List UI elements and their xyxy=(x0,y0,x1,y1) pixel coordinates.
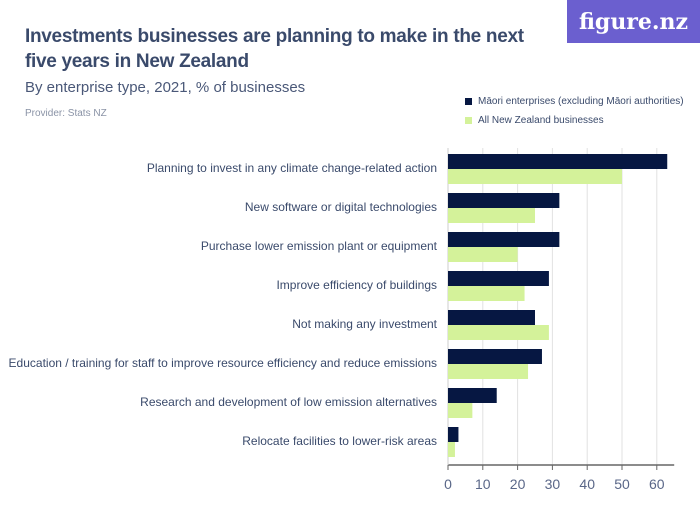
category-label: Not making any investment xyxy=(292,317,437,331)
bar-all-nz xyxy=(448,208,535,223)
bar-all-nz xyxy=(448,364,529,379)
bar-all-nz xyxy=(448,247,518,262)
category-label: Research and development of low emission… xyxy=(140,395,437,409)
bar-all-nz xyxy=(448,442,455,457)
bar-all-nz xyxy=(448,286,525,301)
category-label: Purchase lower emission plant or equipme… xyxy=(201,239,438,253)
x-tick-label: 10 xyxy=(475,476,491,492)
x-tick-label: 50 xyxy=(614,476,630,492)
legend-item-all-nz: All New Zealand businesses xyxy=(465,115,604,126)
figure-nz-logo[interactable]: figure.nz xyxy=(567,0,700,43)
chart-subtitle: By enterprise type, 2021, % of businesse… xyxy=(25,79,306,96)
bar-maori xyxy=(448,427,459,442)
bar-maori xyxy=(448,271,549,286)
chart-title: Investments businesses are planning to m… xyxy=(25,26,524,72)
bar-maori xyxy=(448,349,542,364)
legend-label: All New Zealand businesses xyxy=(478,115,604,126)
x-tick-label: 60 xyxy=(649,476,665,492)
legend-label: Māori enterprises (excluding Māori autho… xyxy=(478,96,684,107)
category-label: Education / training for staff to improv… xyxy=(9,356,437,370)
provider-label: Provider: Stats NZ xyxy=(25,108,107,119)
legend-swatch xyxy=(465,117,472,124)
bar-all-nz xyxy=(448,325,549,340)
category-label: New software or digital technologies xyxy=(245,200,437,214)
x-tick-label: 20 xyxy=(510,476,526,492)
bar-maori xyxy=(448,232,560,247)
category-label: Relocate facilities to lower-risk areas xyxy=(242,434,437,448)
bar-maori xyxy=(448,154,668,169)
x-tick-label: 40 xyxy=(579,476,595,492)
category-label: Planning to invest in any climate change… xyxy=(147,161,437,175)
bar-all-nz xyxy=(448,403,473,418)
legend-swatch xyxy=(465,98,472,105)
x-tick-label: 30 xyxy=(545,476,561,492)
x-tick-label: 0 xyxy=(444,476,452,492)
category-label: Improve efficiency of buildings xyxy=(276,278,437,292)
bar-all-nz xyxy=(448,169,622,184)
bar-maori xyxy=(448,193,560,208)
bar-maori xyxy=(448,310,535,325)
legend-item-maori: Māori enterprises (excluding Māori autho… xyxy=(465,96,684,107)
bar-maori xyxy=(448,388,497,403)
